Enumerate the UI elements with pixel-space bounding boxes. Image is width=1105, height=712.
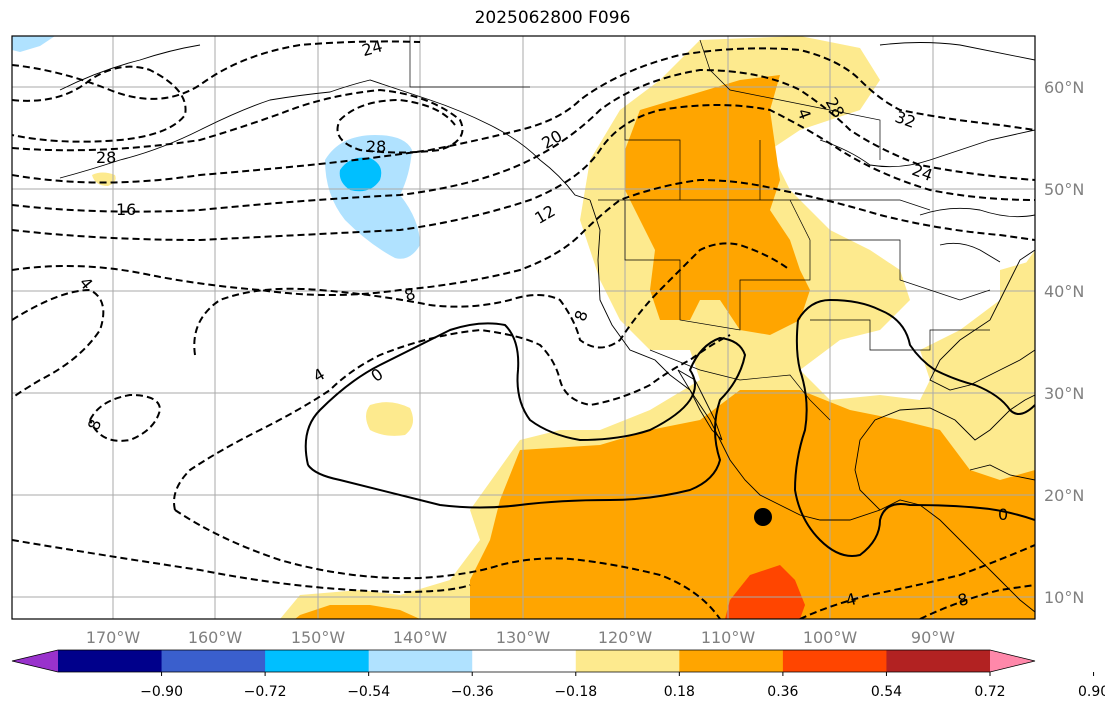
contour-label: 16 (116, 200, 136, 219)
colorbar-tick-label: 0.54 (871, 684, 902, 700)
storm-center-marker (754, 508, 772, 526)
lon-label: 140°W (393, 628, 448, 647)
positive-anomaly-red-fill (725, 565, 805, 619)
colorbar-segment (472, 650, 577, 672)
lon-label: 90°W (911, 628, 955, 647)
map-title: 2025062800 F096 (474, 8, 631, 28)
contour-label: 4 (844, 589, 859, 610)
contour-label: 28 (366, 137, 386, 156)
lat-label: 40°N (1044, 282, 1084, 301)
colorbar-segment (58, 650, 163, 672)
contour-lines-positive (12, 242, 1035, 619)
colorbar-segment (679, 650, 784, 672)
latitude-labels: 60°N 50°N 40°N 30°N 20°N 10°N (1044, 78, 1084, 607)
map-frame (11, 35, 1036, 620)
colorbar-extend-high (990, 650, 1035, 672)
colorbar-extend-low (12, 650, 58, 672)
colorbar-segment (368, 650, 473, 672)
lon-label: 100°W (803, 628, 858, 647)
lat-label: 60°N (1044, 78, 1084, 97)
contour-lines-negative (12, 40, 1035, 296)
lon-label: 110°W (701, 628, 756, 647)
lat-label: 30°N (1044, 384, 1084, 403)
colorbar-tick-label: −0.90 (140, 684, 183, 700)
lat-label: 50°N (1044, 180, 1084, 199)
contour-label: 24 (360, 36, 385, 60)
colorbar-segment (782, 650, 887, 672)
contour-label: 0 (998, 505, 1008, 524)
lon-label: 130°W (496, 628, 551, 647)
colorbar-tick-label: −0.72 (244, 684, 287, 700)
lon-label: 120°W (598, 628, 653, 647)
map-panel: 24 28 28 16 20 12 8 4 0 4 8 8 4 28 4 32 … (12, 36, 1035, 619)
colorbar-segment (265, 650, 370, 672)
colorbar-tick-label: 0.90 (1078, 684, 1105, 700)
colorbar-tick-label: 0.72 (974, 684, 1005, 700)
contour-lines-zero (304, 298, 1035, 557)
colorbar (11, 649, 1036, 673)
lat-label: 20°N (1044, 486, 1084, 505)
colorbar-tick-label: 0.36 (767, 684, 798, 700)
contour-label: 8 (956, 589, 971, 610)
longitude-labels: 170°W 160°W 150°W 140°W 130°W 120°W 110°… (86, 628, 955, 647)
lon-label: 160°W (188, 628, 243, 647)
colorbar-tick-label: −0.36 (451, 684, 494, 700)
lon-label: 170°W (86, 628, 141, 647)
positive-anomaly-orange-fill (295, 75, 1035, 619)
colorbar-tick-label: 0.18 (664, 684, 695, 700)
contour-label: 28 (96, 148, 116, 167)
negative-anomaly-fill (12, 36, 420, 259)
colorbar-segment (575, 650, 680, 672)
colorbar-tick-label: −0.54 (347, 684, 390, 700)
colorbar-tick-labels: −0.90 −0.72 −0.54 −0.36 −0.18 0.18 0.36 0.54 0.7… (140, 672, 1105, 700)
colorbar-tick-label: −0.18 (554, 684, 597, 700)
lon-label: 150°W (291, 628, 346, 647)
colorbar-segment (886, 650, 991, 672)
colorbar-segment (161, 650, 266, 672)
colorbar-outline (11, 649, 1036, 673)
lat-label: 10°N (1044, 588, 1084, 607)
